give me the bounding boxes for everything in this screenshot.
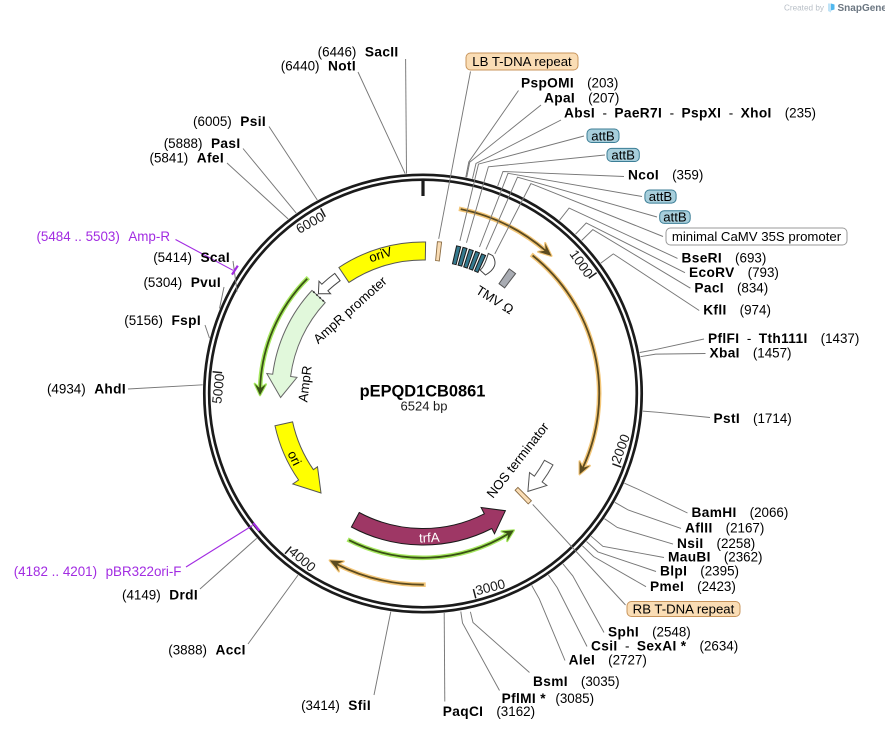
svg-text:BlpI(2395): BlpI(2395) — [660, 564, 739, 579]
svg-text:(5841)AfeI: (5841)AfeI — [150, 151, 224, 166]
svg-text:attB: attB — [611, 148, 635, 163]
svg-text:5000: 5000 — [209, 373, 227, 404]
svg-text:trfA: trfA — [419, 530, 440, 546]
svg-text:RB T-DNA repeat: RB T-DNA repeat — [633, 602, 735, 617]
svg-text:(5484 .. 5503)Amp-R: (5484 .. 5503)Amp-R — [36, 229, 170, 244]
svg-text:6524 bp: 6524 bp — [401, 399, 448, 414]
svg-text:attB: attB — [649, 189, 673, 204]
svg-text:PspOMI(203): PspOMI(203) — [521, 76, 618, 91]
svg-text:EcoRV(793): EcoRV(793) — [689, 265, 779, 280]
svg-text:(6005)PsiI: (6005)PsiI — [193, 114, 266, 129]
svg-text:(5888)PasI: (5888)PasI — [164, 136, 241, 151]
svg-text:LB T-DNA repeat: LB T-DNA repeat — [472, 54, 572, 69]
svg-text:(5414)ScaI: (5414)ScaI — [153, 250, 230, 265]
svg-text:PstI(1714): PstI(1714) — [714, 411, 792, 426]
svg-text:attB: attB — [663, 210, 687, 225]
svg-text:minimal CaMV 35S promoter: minimal CaMV 35S promoter — [672, 229, 842, 244]
svg-text:(4149)DrdI: (4149)DrdI — [122, 588, 198, 603]
svg-text:AflII(2167): AflII(2167) — [685, 521, 764, 536]
svg-text:CsiI - SexAI *(2634): CsiI - SexAI *(2634) — [591, 639, 738, 654]
svg-text:(5156)FspI: (5156)FspI — [124, 313, 201, 328]
svg-text:(3414)SfiI: (3414)SfiI — [301, 698, 371, 713]
svg-text:SnapGene: SnapGene — [838, 3, 885, 14]
svg-text:attB: attB — [591, 128, 615, 143]
svg-text:(6440)NotI: (6440)NotI — [281, 59, 356, 74]
svg-text:PflFI - Tth111I(1437): PflFI - Tth111I(1437) — [708, 331, 859, 346]
svg-text:AleI(2727): AleI(2727) — [569, 653, 647, 668]
svg-text:Created by: Created by — [784, 4, 825, 13]
